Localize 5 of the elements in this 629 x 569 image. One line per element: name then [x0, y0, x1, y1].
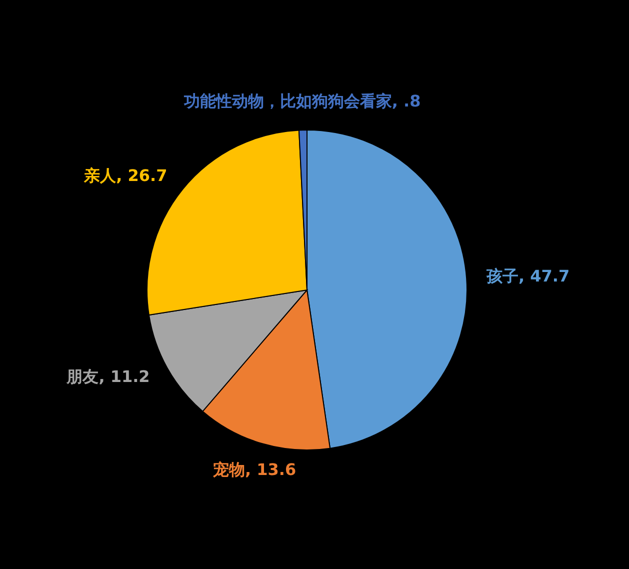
- slice-label: 孩子, 47.7: [486, 266, 570, 286]
- slice-label: 功能性动物，比如狗狗会看家, .8: [182, 91, 421, 110]
- slice-label: 亲人, 26.7: [83, 166, 168, 185]
- slice-label: 朋友, 11.2: [66, 367, 150, 386]
- slice-label: 宠物, 13.6: [212, 460, 296, 479]
